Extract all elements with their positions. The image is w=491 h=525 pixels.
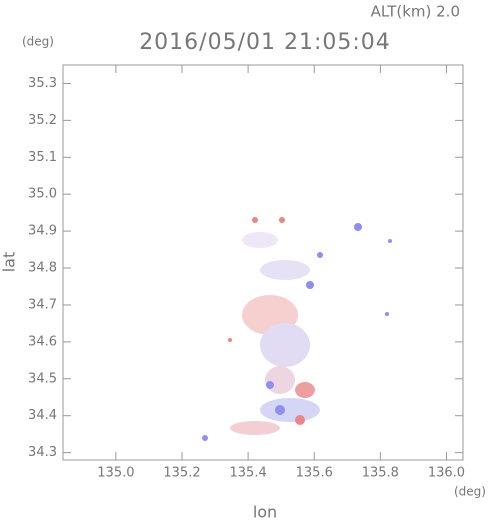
echo	[385, 312, 389, 316]
x-tick-label: 136.0	[428, 466, 465, 481]
echo	[242, 232, 278, 248]
y-tick-label: 34.7	[28, 297, 57, 312]
echo	[260, 260, 310, 280]
y-unit: (deg)	[22, 35, 54, 49]
echo	[265, 366, 295, 394]
y-tick-label: 35.0	[28, 187, 57, 202]
x-tick-label: 135.8	[362, 466, 399, 481]
echo	[252, 217, 258, 223]
echo	[317, 252, 323, 258]
chart-title: 2016/05/01 21:05:04	[139, 30, 391, 55]
echo	[295, 415, 305, 425]
x-tick-label: 135.2	[163, 466, 200, 481]
altitude-label: ALT(km) 2.0	[371, 3, 460, 21]
echo	[266, 381, 274, 389]
echo	[295, 382, 315, 398]
echo	[275, 405, 285, 415]
plot-frame	[62, 64, 464, 461]
echo	[354, 223, 362, 231]
x-tick-label: 135.4	[230, 466, 267, 481]
y-tick-label: 35.2	[28, 113, 57, 128]
y-tick-label: 34.9	[28, 224, 57, 239]
y-tick-label: 35.3	[28, 76, 57, 91]
echo	[279, 217, 285, 223]
echo	[230, 421, 280, 435]
echo	[228, 338, 232, 342]
echo	[306, 281, 314, 289]
x-tick-label: 135.6	[296, 466, 333, 481]
y-tick-label: 35.1	[28, 150, 57, 165]
echo	[202, 435, 208, 441]
y-tick-label: 34.5	[28, 371, 57, 386]
y-tick-label: 34.6	[28, 334, 57, 349]
x-unit: (deg)	[454, 485, 486, 499]
echo	[388, 239, 392, 243]
y-tick-label: 34.4	[28, 408, 57, 423]
echo	[260, 398, 320, 422]
x-tick-label: 135.0	[97, 466, 134, 481]
y-tick-label: 34.3	[28, 445, 57, 460]
echo	[260, 323, 310, 367]
x-axis-label: lon	[253, 503, 277, 522]
y-axis-label: lat	[0, 252, 19, 273]
radar-echoes	[202, 217, 392, 441]
y-tick-label: 34.8	[28, 261, 57, 276]
